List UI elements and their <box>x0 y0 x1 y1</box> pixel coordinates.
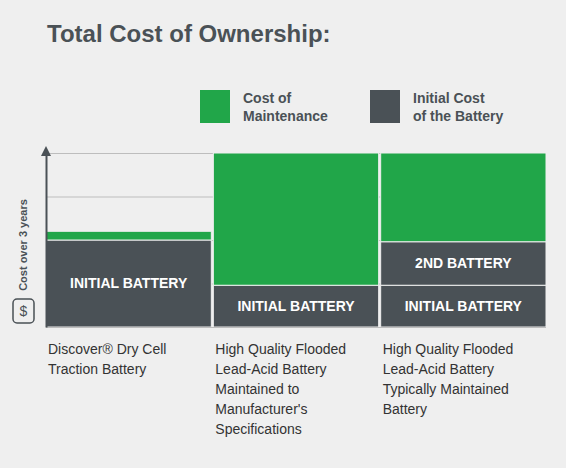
x-tick-label: High Quality Flooded Lead-Acid Battery Typ… <box>383 341 514 417</box>
x-tick-label: Discover® Dry Cell Traction Battery <box>48 341 166 377</box>
chart-svg: Total Cost of Ownership:INITIAL BATTERYI… <box>0 0 566 468</box>
x-tick-label-line: Maintained to <box>215 381 299 397</box>
y-axis <box>46 154 48 328</box>
axis-symbol: $ <box>20 303 28 319</box>
legend-swatch <box>370 90 400 123</box>
legend-label: Initial Cost of the Battery <box>413 90 503 124</box>
grid-tick <box>46 327 546 328</box>
bars <box>46 153 546 327</box>
x-tick-label-line: Traction Battery <box>48 361 146 377</box>
legend-label-line: Cost of <box>243 90 292 106</box>
legend-label: Cost of Maintenance <box>243 90 328 124</box>
legend-label-line: Maintenance <box>243 108 328 124</box>
grid <box>46 154 546 328</box>
background <box>0 0 566 468</box>
symbol-box <box>13 299 34 323</box>
y-axis-arrow <box>41 146 51 156</box>
x-tick-label-line: Typically Maintained <box>383 381 509 397</box>
bar-segment <box>213 285 378 327</box>
bar-segment <box>213 153 378 285</box>
segment-label: INITIAL BATTERY <box>70 275 188 291</box>
segment-label: INITIAL BATTERY <box>405 298 523 314</box>
bar-segment <box>46 240 211 327</box>
bar-segment <box>46 231 211 240</box>
segment-label: 2ND BATTERY <box>415 255 512 271</box>
chart-container: Total Cost of Ownership:INITIAL BATTERYI… <box>0 0 566 468</box>
legend-label-line: Initial Cost <box>413 90 485 106</box>
x-tick-label-line: High Quality Flooded <box>215 341 346 357</box>
legend-swatch <box>200 90 230 123</box>
bar-segment <box>381 242 546 285</box>
segment-label: INITIAL BATTERY <box>237 298 355 314</box>
x-tick-label-line: Lead-Acid Battery <box>383 361 494 377</box>
x-axis-labels: Discover® Dry Cell Traction Battery High Q… <box>48 341 513 437</box>
x-tick-label-line: Specifications <box>215 421 301 437</box>
grid-line <box>46 327 546 328</box>
y-axis-line <box>46 154 48 328</box>
title: Total Cost of Ownership: <box>47 20 331 47</box>
legend-label-line: of the Battery <box>413 108 503 124</box>
segment-labels: INITIAL BATTERY INITIAL BATTERY INITIAL BA… <box>70 255 523 314</box>
x-tick-label-line: Lead-Acid Battery <box>215 361 326 377</box>
x-tick-label-line: High Quality Flooded <box>383 341 514 357</box>
bar-segment <box>381 285 546 327</box>
legend: Cost of Maintenance Initial Cost of the Bat… <box>200 90 503 124</box>
x-tick-label: High Quality Flooded Lead-Acid Battery Mai… <box>215 341 346 437</box>
bar-segment <box>381 153 546 242</box>
x-tick-label-line: Discover® Dry Cell <box>48 341 166 357</box>
y-axis-title: Cost over 3 years <box>17 199 29 291</box>
x-tick-label-line: Battery <box>383 401 427 417</box>
x-tick-label-line: Manufacturer's <box>215 401 307 417</box>
